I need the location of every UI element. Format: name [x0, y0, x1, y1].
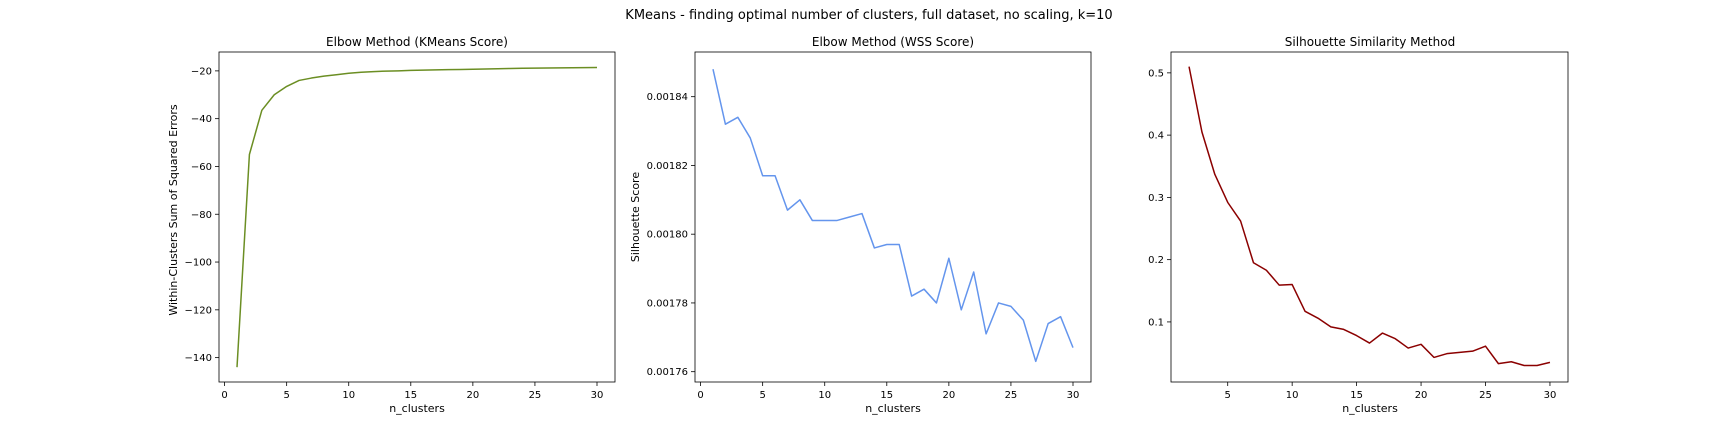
- x-tick-label: 15: [1350, 390, 1363, 401]
- x-tick-label: 0: [697, 390, 703, 401]
- plot-frame: [218, 51, 616, 383]
- silhouette-panel: Silhouette Similarity Method n_clusters …: [1148, 35, 1569, 415]
- y-tick-label: −100: [185, 258, 212, 269]
- series-line: [236, 66, 598, 368]
- x-axis-label: n_clusters: [865, 402, 921, 415]
- x-tick-label: 10: [818, 390, 831, 401]
- y-tick-label: 0.4: [1148, 131, 1164, 142]
- y-tick-label: −20: [191, 66, 212, 77]
- x-tick-label: 15: [404, 390, 417, 401]
- y-tick-label: 0.00176: [647, 367, 688, 378]
- y-tick-label: 0.1: [1148, 317, 1164, 328]
- x-tick-label: 5: [1225, 390, 1231, 401]
- y-tick-label: 0.00178: [647, 298, 688, 309]
- x-tick-label: 5: [283, 390, 289, 401]
- y-tick-label: 0.5: [1148, 68, 1164, 79]
- panel-title: Silhouette Similarity Method: [1285, 35, 1455, 49]
- kmeans-score-panel: Elbow Method (KMeans Score) n_clusters W…: [167, 35, 616, 415]
- wss-score-panel: Elbow Method (WSS Score) n_clusters Silh…: [629, 35, 1092, 415]
- y-tick-label: 0.00180: [647, 230, 688, 241]
- x-tick-label: 20: [942, 390, 955, 401]
- x-tick-label: 30: [1067, 390, 1080, 401]
- series-line: [1188, 66, 1551, 367]
- x-tick-label: 10: [342, 390, 355, 401]
- x-tick-label: 20: [466, 390, 479, 401]
- x-tick-label: 25: [529, 390, 542, 401]
- y-tick-label: 0.00182: [647, 161, 688, 172]
- panel-title: Elbow Method (KMeans Score): [326, 35, 508, 49]
- y-tick-label: 0.2: [1148, 255, 1164, 266]
- x-tick-label: 25: [1005, 390, 1018, 401]
- x-tick-label: 20: [1415, 390, 1428, 401]
- x-tick-label: 0: [221, 390, 227, 401]
- series-line: [712, 69, 1074, 363]
- y-tick-label: −40: [191, 114, 212, 125]
- x-tick-label: 5: [759, 390, 765, 401]
- x-axis-label: n_clusters: [389, 402, 445, 415]
- y-tick-label: −120: [185, 305, 212, 316]
- x-tick-label: 10: [1286, 390, 1299, 401]
- panel-title: Elbow Method (WSS Score): [812, 35, 974, 49]
- x-tick-label: 30: [591, 390, 604, 401]
- plot-frame: [1170, 51, 1569, 383]
- y-axis-label: Silhouette Score: [629, 172, 642, 262]
- y-tick-label: −60: [191, 162, 212, 173]
- x-tick-label: 25: [1479, 390, 1492, 401]
- x-axis-label: n_clusters: [1342, 402, 1398, 415]
- x-tick-label: 30: [1544, 390, 1557, 401]
- y-tick-label: −80: [191, 210, 212, 221]
- y-tick-label: 0.3: [1148, 193, 1164, 204]
- figure-suptitle: KMeans - finding optimal number of clust…: [625, 8, 1112, 23]
- x-tick-label: 15: [880, 390, 893, 401]
- y-axis-label: Within-Clusters Sum of Squared Errors: [167, 104, 180, 316]
- plot-frame: [694, 51, 1092, 383]
- y-tick-label: 0.00184: [647, 92, 688, 103]
- y-tick-label: −140: [185, 353, 212, 364]
